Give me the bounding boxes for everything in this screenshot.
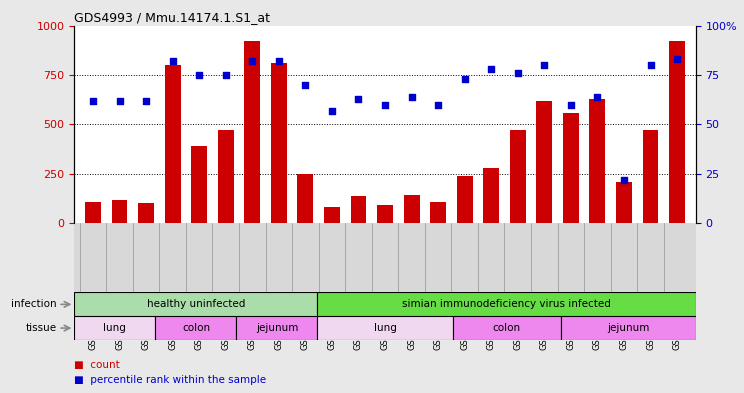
- Point: [405, 94, 417, 100]
- Text: simian immunodeficiency virus infected: simian immunodeficiency virus infected: [402, 299, 611, 309]
- Bar: [536, 101, 552, 223]
- Text: GDS4993 / Mmu.14174.1.S1_at: GDS4993 / Mmu.14174.1.S1_at: [74, 11, 270, 24]
- Bar: [563, 112, 579, 223]
- Text: colon: colon: [493, 323, 521, 333]
- Point: [167, 58, 179, 64]
- Bar: [510, 130, 526, 223]
- Point: [618, 176, 630, 183]
- Bar: [643, 130, 658, 223]
- Bar: [164, 65, 181, 223]
- Bar: [298, 174, 313, 223]
- Text: ■  percentile rank within the sample: ■ percentile rank within the sample: [74, 375, 266, 385]
- Bar: [85, 202, 101, 223]
- Bar: [74, 316, 155, 340]
- Bar: [452, 316, 560, 340]
- Bar: [237, 316, 318, 340]
- Text: lung: lung: [103, 323, 126, 333]
- Bar: [155, 316, 237, 340]
- Point: [326, 107, 338, 114]
- Bar: [350, 196, 367, 223]
- Point: [246, 58, 258, 64]
- Point: [379, 101, 391, 108]
- Bar: [669, 41, 685, 223]
- Point: [140, 97, 152, 104]
- Point: [671, 56, 683, 62]
- Point: [512, 70, 524, 76]
- Point: [353, 95, 365, 102]
- Bar: [484, 168, 499, 223]
- Text: jejunum: jejunum: [256, 323, 298, 333]
- Point: [485, 66, 497, 72]
- Text: lung: lung: [373, 323, 397, 333]
- Point: [539, 62, 551, 68]
- Text: healthy uninfected: healthy uninfected: [147, 299, 245, 309]
- Bar: [112, 200, 127, 223]
- Point: [193, 72, 205, 78]
- Bar: [560, 316, 696, 340]
- Point: [459, 76, 471, 82]
- Point: [219, 72, 231, 78]
- Bar: [430, 202, 446, 223]
- Bar: [377, 206, 393, 223]
- Bar: [403, 195, 420, 223]
- Text: ■  count: ■ count: [74, 360, 120, 369]
- Bar: [74, 292, 318, 316]
- Bar: [244, 41, 260, 223]
- Bar: [271, 63, 286, 223]
- Text: colon: colon: [182, 323, 210, 333]
- Bar: [218, 130, 234, 223]
- Point: [565, 101, 577, 108]
- Bar: [191, 146, 207, 223]
- Text: jejunum: jejunum: [607, 323, 650, 333]
- Point: [432, 101, 444, 108]
- Bar: [324, 208, 340, 223]
- Bar: [457, 176, 472, 223]
- Point: [591, 94, 603, 100]
- Bar: [318, 316, 452, 340]
- Point: [644, 62, 656, 68]
- Point: [273, 58, 285, 64]
- Point: [87, 97, 99, 104]
- Bar: [589, 99, 606, 223]
- Text: infection: infection: [11, 299, 57, 309]
- Text: tissue: tissue: [26, 323, 57, 333]
- Bar: [318, 292, 696, 316]
- Bar: [616, 182, 632, 223]
- Point: [299, 82, 311, 88]
- Point: [114, 97, 126, 104]
- Bar: [138, 202, 154, 223]
